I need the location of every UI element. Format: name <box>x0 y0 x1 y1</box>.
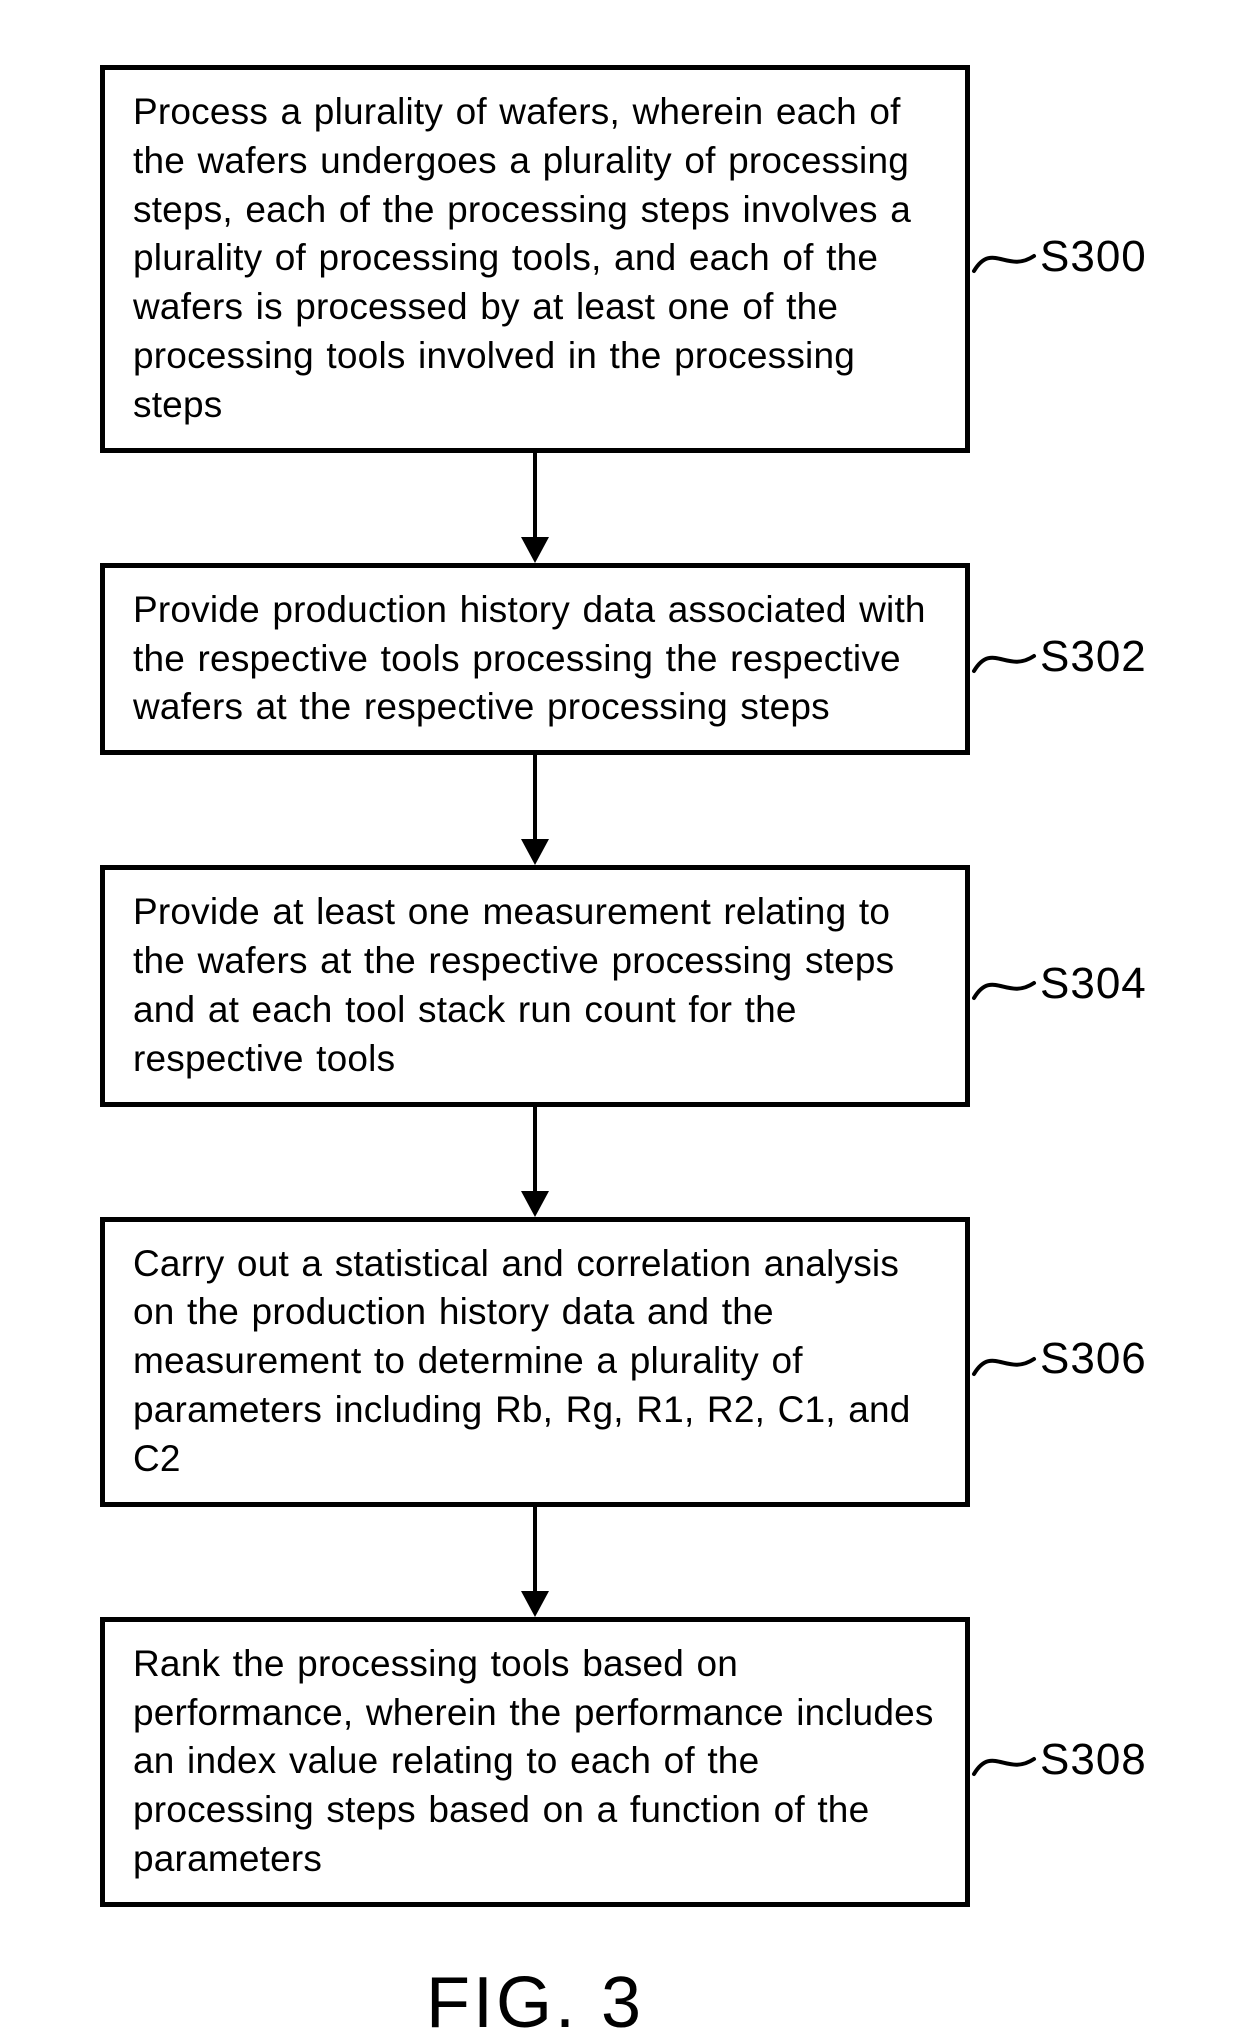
step-label-s304: S304 <box>1040 959 1147 1009</box>
flow-step-s302: Provide production history data associat… <box>100 563 970 755</box>
connector-s302 <box>974 629 1034 689</box>
flow-arrow <box>517 1507 553 1617</box>
flow-arrow-icon <box>517 453 553 563</box>
flowchart-column: Process a plurality of wafers, wherein e… <box>95 65 975 1907</box>
connector-s308 <box>974 1732 1034 1792</box>
flow-arrow <box>517 755 553 865</box>
connector-s304 <box>974 956 1034 1016</box>
flow-arrow-icon <box>517 1507 553 1617</box>
flow-step-s300: Process a plurality of wafers, wherein e… <box>100 65 970 453</box>
flow-step-s304: Provide at least one measurement relatin… <box>100 865 970 1106</box>
flow-step-s308: Rank the processing tools based on perfo… <box>100 1617 970 1907</box>
step-label-s302: S302 <box>1040 632 1147 682</box>
step-label-s306: S306 <box>1040 1334 1147 1384</box>
flow-arrow-icon <box>517 1107 553 1217</box>
figure-caption: FIG. 3 <box>426 1962 644 2044</box>
flow-arrow-icon <box>517 755 553 865</box>
step-label-s308: S308 <box>1040 1735 1147 1785</box>
step-label-s300: S300 <box>1040 232 1147 282</box>
flow-arrow <box>517 453 553 563</box>
connector-s306 <box>974 1332 1034 1392</box>
connector-s300 <box>974 229 1034 289</box>
flow-step-s306: Carry out a statistical and correlation … <box>100 1217 970 1507</box>
flow-arrow <box>517 1107 553 1217</box>
